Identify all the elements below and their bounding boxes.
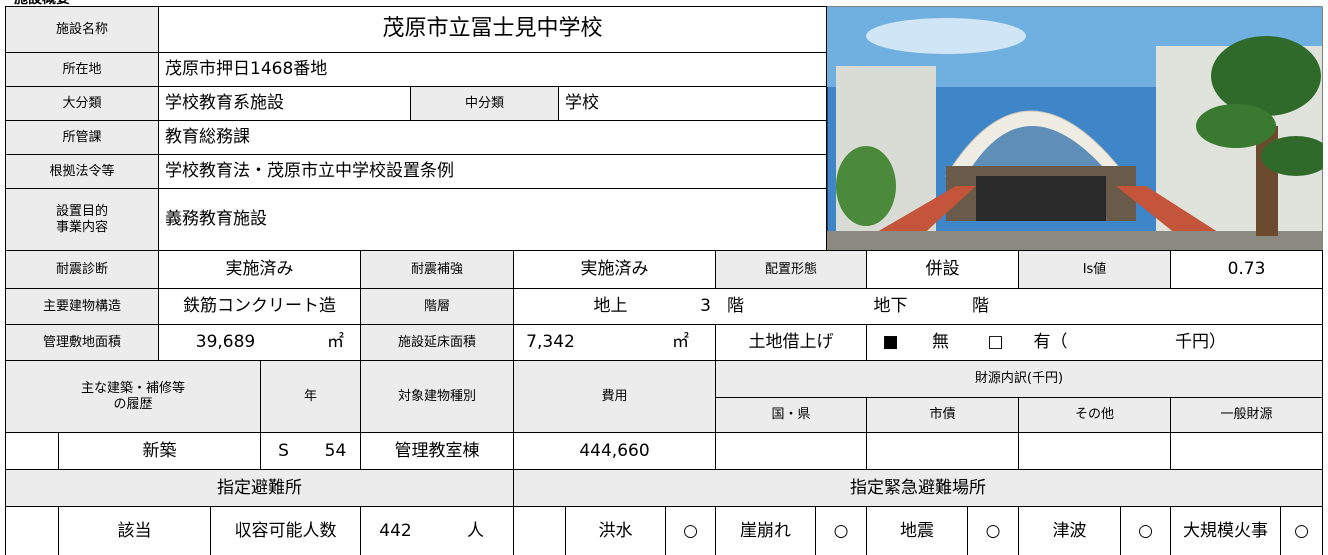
hazard-name: 地震 bbox=[866, 506, 968, 555]
label: 収容可能人数 bbox=[210, 506, 361, 555]
header: 年 bbox=[260, 360, 361, 433]
header: 財源内訳(千円) bbox=[715, 360, 1323, 398]
header: 指定避難所 bbox=[5, 469, 514, 507]
table-cell bbox=[513, 324, 716, 361]
label: 配置形態 bbox=[715, 250, 867, 289]
hazard-mark: ○ bbox=[967, 506, 1019, 555]
label: 施設延床面積 bbox=[360, 324, 514, 361]
value: ㎡ bbox=[672, 332, 689, 353]
hazard-mark: ○ bbox=[1280, 506, 1323, 555]
value: 階 bbox=[972, 296, 989, 317]
value: 教育総務課 bbox=[158, 120, 827, 155]
header: 国・県 bbox=[715, 397, 867, 433]
value: 該当 bbox=[58, 506, 211, 555]
value: 39,689 bbox=[195, 332, 256, 353]
hazard-name: 洪水 bbox=[565, 506, 666, 555]
value: 3 bbox=[700, 296, 711, 317]
label: 設置目的 事業内容 bbox=[5, 188, 159, 251]
value: S bbox=[278, 440, 289, 461]
table-cell bbox=[715, 432, 867, 470]
header: 市債 bbox=[866, 397, 1019, 433]
label: 根拠法令等 bbox=[5, 154, 159, 189]
section-title: 施設概要 bbox=[14, 0, 70, 8]
value: 有（ bbox=[1033, 332, 1068, 353]
value: 学校教育法・茂原市立中学校設置条例 bbox=[158, 154, 827, 189]
hazard-mark: ○ bbox=[1120, 506, 1171, 555]
check-mark: □ bbox=[987, 332, 1004, 353]
hazard-name: 津波 bbox=[1018, 506, 1121, 555]
value: 7,342 bbox=[526, 332, 575, 353]
label: 階層 bbox=[360, 288, 514, 325]
label: Is値 bbox=[1018, 250, 1171, 289]
hazard-name: 崖崩れ bbox=[715, 506, 816, 555]
header: 費用 bbox=[513, 360, 716, 433]
value: 人 bbox=[467, 521, 484, 542]
value: 学校教育系施設 bbox=[158, 86, 411, 121]
label: 土地借上げ bbox=[715, 324, 867, 361]
header: 一般財源 bbox=[1170, 397, 1323, 433]
header: 指定緊急避難場所 bbox=[513, 469, 1323, 507]
table-cell bbox=[513, 288, 1323, 325]
header: その他 bbox=[1018, 397, 1171, 433]
value: 実施済み bbox=[158, 250, 361, 289]
value: 54 bbox=[324, 440, 347, 461]
label: 主要建物構造 bbox=[5, 288, 159, 325]
value: 学校 bbox=[558, 86, 827, 121]
label: 所在地 bbox=[5, 52, 159, 87]
label: 中分類 bbox=[410, 86, 559, 121]
table-cell bbox=[5, 432, 59, 470]
value: 千円） bbox=[1175, 332, 1226, 353]
label: 耐震補強 bbox=[360, 250, 514, 289]
value: 茂原市押日1468番地 bbox=[158, 52, 827, 87]
value: 442 bbox=[379, 521, 412, 542]
table-cell bbox=[866, 432, 1019, 470]
value: 併設 bbox=[866, 250, 1019, 289]
value: 無 bbox=[932, 332, 949, 353]
hazard-mark: ○ bbox=[815, 506, 867, 555]
value: 階 bbox=[727, 296, 744, 317]
table-cell bbox=[5, 506, 59, 555]
label: 所管課 bbox=[5, 120, 159, 155]
table-cell bbox=[1170, 432, 1323, 470]
header: 主な建築・補修等 の履歴 bbox=[5, 360, 261, 433]
label: 大分類 bbox=[5, 86, 159, 121]
table-cell bbox=[1018, 432, 1171, 470]
value: 管理教室棟 bbox=[360, 432, 514, 470]
hazard-mark: ○ bbox=[665, 506, 716, 555]
facility-name: 茂原市立冨士見中学校 bbox=[158, 6, 827, 53]
facility-photo bbox=[826, 6, 1323, 251]
value: 444,660 bbox=[513, 432, 716, 470]
value: 鉄筋コンクリート造 bbox=[158, 288, 361, 325]
table-cell bbox=[513, 506, 566, 555]
value: 地下 bbox=[873, 296, 908, 317]
value: 0.73 bbox=[1170, 250, 1323, 289]
value: 義務教育施設 bbox=[158, 188, 827, 251]
table-cell bbox=[360, 506, 514, 555]
value: 地上 bbox=[593, 296, 628, 317]
header: 対象建物種別 bbox=[360, 360, 514, 433]
hazard-name: 大規模火事 bbox=[1170, 506, 1281, 555]
check-mark: ■ bbox=[882, 332, 899, 353]
value: 新築 bbox=[58, 432, 261, 470]
label: 管理敷地面積 bbox=[5, 324, 159, 361]
value: 実施済み bbox=[513, 250, 716, 289]
label: 施設名称 bbox=[5, 6, 159, 53]
label: 耐震診断 bbox=[5, 250, 159, 289]
value: ㎡ bbox=[327, 332, 344, 353]
